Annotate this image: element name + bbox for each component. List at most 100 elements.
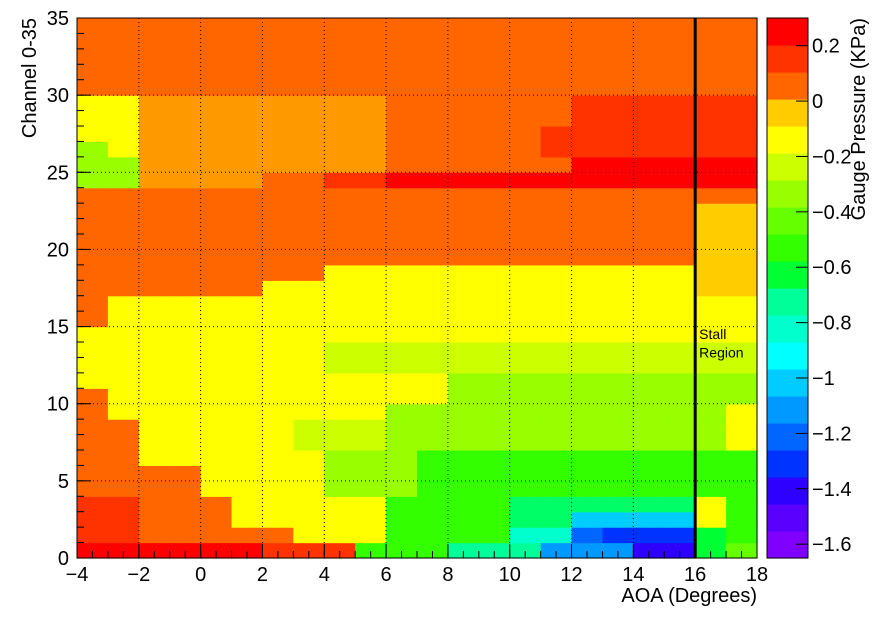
heatmap-cell — [169, 311, 186, 328]
heatmap-cell — [664, 18, 681, 35]
heatmap-cell — [370, 480, 387, 497]
heatmap-cell — [648, 95, 665, 112]
heatmap-cell — [216, 141, 233, 158]
heatmap-cell — [138, 48, 155, 65]
heatmap-cell — [216, 388, 233, 405]
heatmap-cell — [370, 419, 387, 436]
heatmap-cell — [293, 64, 310, 81]
heatmap-cell — [478, 264, 495, 281]
heatmap-cell — [200, 372, 217, 389]
x-axis-label: AOA (Degrees) — [621, 585, 757, 607]
heatmap-cell — [525, 280, 542, 297]
heatmap-cell — [463, 434, 480, 451]
heatmap-cell — [447, 542, 464, 559]
heatmap-cell — [617, 64, 634, 81]
heatmap-cell — [525, 48, 542, 65]
heatmap-cell — [679, 234, 696, 251]
heatmap-cell — [571, 141, 588, 158]
heatmap-cell — [370, 249, 387, 266]
heatmap-cell — [231, 465, 248, 482]
heatmap-cell — [695, 465, 712, 482]
heatmap-cell — [617, 295, 634, 312]
heatmap-cell — [231, 64, 248, 81]
heatmap-cell — [509, 465, 526, 482]
heatmap-cell — [92, 419, 109, 436]
heatmap-cell — [401, 218, 418, 235]
heatmap-cell — [494, 203, 511, 220]
color-bar-tick-label: 0 — [812, 91, 823, 113]
heatmap-cell — [107, 419, 124, 436]
heatmap-cell — [324, 172, 341, 189]
heatmap-cell — [355, 33, 372, 50]
heatmap-cell — [417, 126, 434, 143]
heatmap-cell — [123, 95, 140, 112]
heatmap-cell — [463, 403, 480, 420]
heatmap-cell — [185, 126, 202, 143]
heatmap-cell — [200, 64, 217, 81]
heatmap-cell — [478, 234, 495, 251]
heatmap-cell — [509, 527, 526, 544]
heatmap-cell — [138, 33, 155, 50]
heatmap-cell — [478, 496, 495, 513]
heatmap-cell — [339, 542, 356, 559]
heatmap-cell — [617, 172, 634, 189]
heatmap-cell — [710, 249, 727, 266]
heatmap-cell — [77, 280, 94, 297]
heatmap-cell — [648, 311, 665, 328]
heatmap-cell — [386, 156, 403, 173]
heatmap-cell — [92, 172, 109, 189]
heatmap-cell — [417, 141, 434, 158]
heatmap-cell — [370, 141, 387, 158]
x-tick-label: 2 — [257, 564, 268, 586]
heatmap-cell — [556, 295, 573, 312]
heatmap-cell — [664, 64, 681, 81]
heatmap-cell — [494, 419, 511, 436]
heatmap-cell — [138, 372, 155, 389]
heatmap-cell — [587, 249, 604, 266]
heatmap-cell — [107, 527, 124, 544]
heatmap-cell — [540, 465, 557, 482]
heatmap-cell — [293, 203, 310, 220]
heatmap-cell — [633, 342, 650, 359]
heatmap-cell — [463, 311, 480, 328]
y-tick-label: 30 — [47, 85, 69, 107]
heatmap-cell — [216, 465, 233, 482]
heatmap-cell — [509, 264, 526, 281]
heatmap-cell — [293, 480, 310, 497]
heatmap-cell — [741, 419, 758, 436]
heatmap-cell — [231, 234, 248, 251]
heatmap-cell — [587, 511, 604, 528]
heatmap-cell — [277, 465, 294, 482]
heatmap-cell — [478, 18, 495, 35]
heatmap-cell — [185, 18, 202, 35]
heatmap-cell — [494, 342, 511, 359]
heatmap-cell — [648, 326, 665, 343]
heatmap-cell — [571, 172, 588, 189]
color-bar-segment — [767, 126, 808, 154]
heatmap-cell — [277, 311, 294, 328]
heatmap-cell — [154, 234, 171, 251]
heatmap-cell — [478, 326, 495, 343]
heatmap-cell — [478, 357, 495, 374]
heatmap-cell — [107, 496, 124, 513]
heatmap-cell — [556, 357, 573, 374]
heatmap-cell — [432, 480, 449, 497]
heatmap-cell — [494, 403, 511, 420]
heatmap-cell — [355, 511, 372, 528]
heatmap-cell — [169, 95, 186, 112]
heatmap-cell — [370, 403, 387, 420]
heatmap-cell — [556, 465, 573, 482]
heatmap-cell — [77, 110, 94, 127]
heatmap-cell — [463, 64, 480, 81]
heatmap-cell — [277, 496, 294, 513]
heatmap-cell — [602, 156, 619, 173]
heatmap-cell — [617, 187, 634, 204]
heatmap-cell — [107, 141, 124, 158]
heatmap-cell — [602, 203, 619, 220]
heatmap-cell — [231, 480, 248, 497]
heatmap-cell — [169, 480, 186, 497]
heatmap-cell — [386, 64, 403, 81]
heatmap-cell — [617, 450, 634, 467]
heatmap-cell — [571, 450, 588, 467]
heatmap-cell — [679, 326, 696, 343]
